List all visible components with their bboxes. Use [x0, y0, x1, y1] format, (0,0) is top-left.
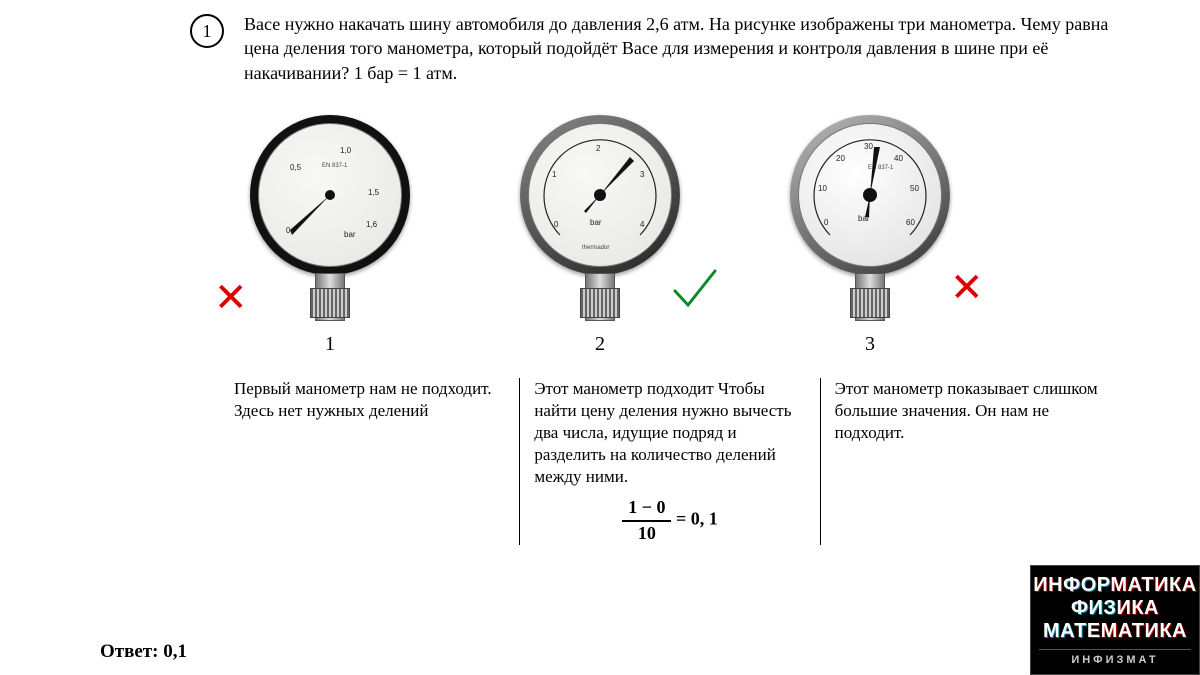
svg-text:1,0: 1,0 — [340, 146, 352, 155]
gauge-2: 0 1 2 3 4 bar thermador — [520, 115, 680, 275]
svg-text:EN 837-1: EN 837-1 — [868, 165, 894, 171]
explanation-2-text: Этот манометр подходит Чтобы найти цену … — [534, 379, 791, 486]
explanation-1: Первый манометр нам не подходит. Здесь н… — [220, 378, 519, 545]
gauge-3-col: 0 10 20 30 40 50 60 EN 837-1 bar — [770, 115, 970, 356]
svg-text:bar: bar — [344, 230, 356, 239]
svg-text:1,5: 1,5 — [368, 188, 380, 197]
svg-text:thermador: thermador — [582, 245, 609, 251]
gauge-1-stem — [315, 273, 345, 321]
brand-sub: ИНФИЗМАТ — [1039, 649, 1190, 666]
answer-label: Ответ: 0,1 — [100, 641, 187, 663]
svg-text:0: 0 — [824, 218, 829, 227]
svg-text:1,6: 1,6 — [366, 220, 378, 229]
svg-text:1: 1 — [552, 170, 557, 179]
svg-text:3: 3 — [640, 170, 645, 179]
svg-text:20: 20 — [836, 154, 845, 163]
cross-icon: ✕ — [950, 265, 984, 311]
gauge-2-col: 0 1 2 3 4 bar thermador 2 — [500, 115, 700, 356]
formula-denominator: 10 — [622, 522, 671, 545]
svg-text:EN 837-1: EN 837-1 — [322, 163, 348, 169]
gauge-1-label: 1 — [325, 333, 335, 356]
formula-numerator: 1 − 0 — [622, 496, 671, 521]
gauge-2-stem — [585, 273, 615, 321]
svg-text:2: 2 — [596, 144, 601, 153]
explanation-3: Этот манометр показывает слишком большие… — [820, 378, 1120, 545]
formula: 1 − 0 10 = 0, 1 — [534, 496, 805, 545]
brand-logo: ИНФОРМАТИКА ФИЗИКА МАТЕМАТИКА ИНФИЗМАТ — [1030, 565, 1200, 675]
question-text: Васе нужно накачать шину автомобиля до д… — [244, 12, 1120, 85]
explanations-row: Первый манометр нам не подходит. Здесь н… — [220, 378, 1120, 545]
gauge-3-label: 3 — [865, 333, 875, 356]
cross-icon: ✕ — [214, 275, 248, 321]
gauge-3: 0 10 20 30 40 50 60 EN 837-1 bar — [790, 115, 950, 275]
svg-text:40: 40 — [894, 154, 903, 163]
gauges-row: 0 0,5 1,0 1,5 1,6 EN 837-1 bar ✕ 1 0 — [0, 115, 1200, 356]
gauge-2-label: 2 — [595, 333, 605, 356]
svg-text:30: 30 — [864, 142, 873, 151]
svg-text:50: 50 — [910, 184, 919, 193]
check-icon — [670, 265, 720, 327]
gauge-1: 0 0,5 1,0 1,5 1,6 EN 837-1 bar — [250, 115, 410, 275]
svg-text:0,5: 0,5 — [290, 163, 302, 172]
svg-text:0: 0 — [554, 220, 559, 229]
question-number-badge: 1 — [190, 14, 224, 48]
svg-text:60: 60 — [906, 218, 915, 227]
gauge-3-stem — [855, 273, 885, 321]
svg-text:bar: bar — [590, 218, 602, 227]
explanation-2: Этот манометр подходит Чтобы найти цену … — [519, 378, 819, 545]
formula-result: = 0, 1 — [676, 509, 718, 529]
svg-text:4: 4 — [640, 220, 645, 229]
svg-text:10: 10 — [818, 184, 827, 193]
gauge-1-col: 0 0,5 1,0 1,5 1,6 EN 837-1 bar ✕ 1 — [230, 115, 430, 356]
